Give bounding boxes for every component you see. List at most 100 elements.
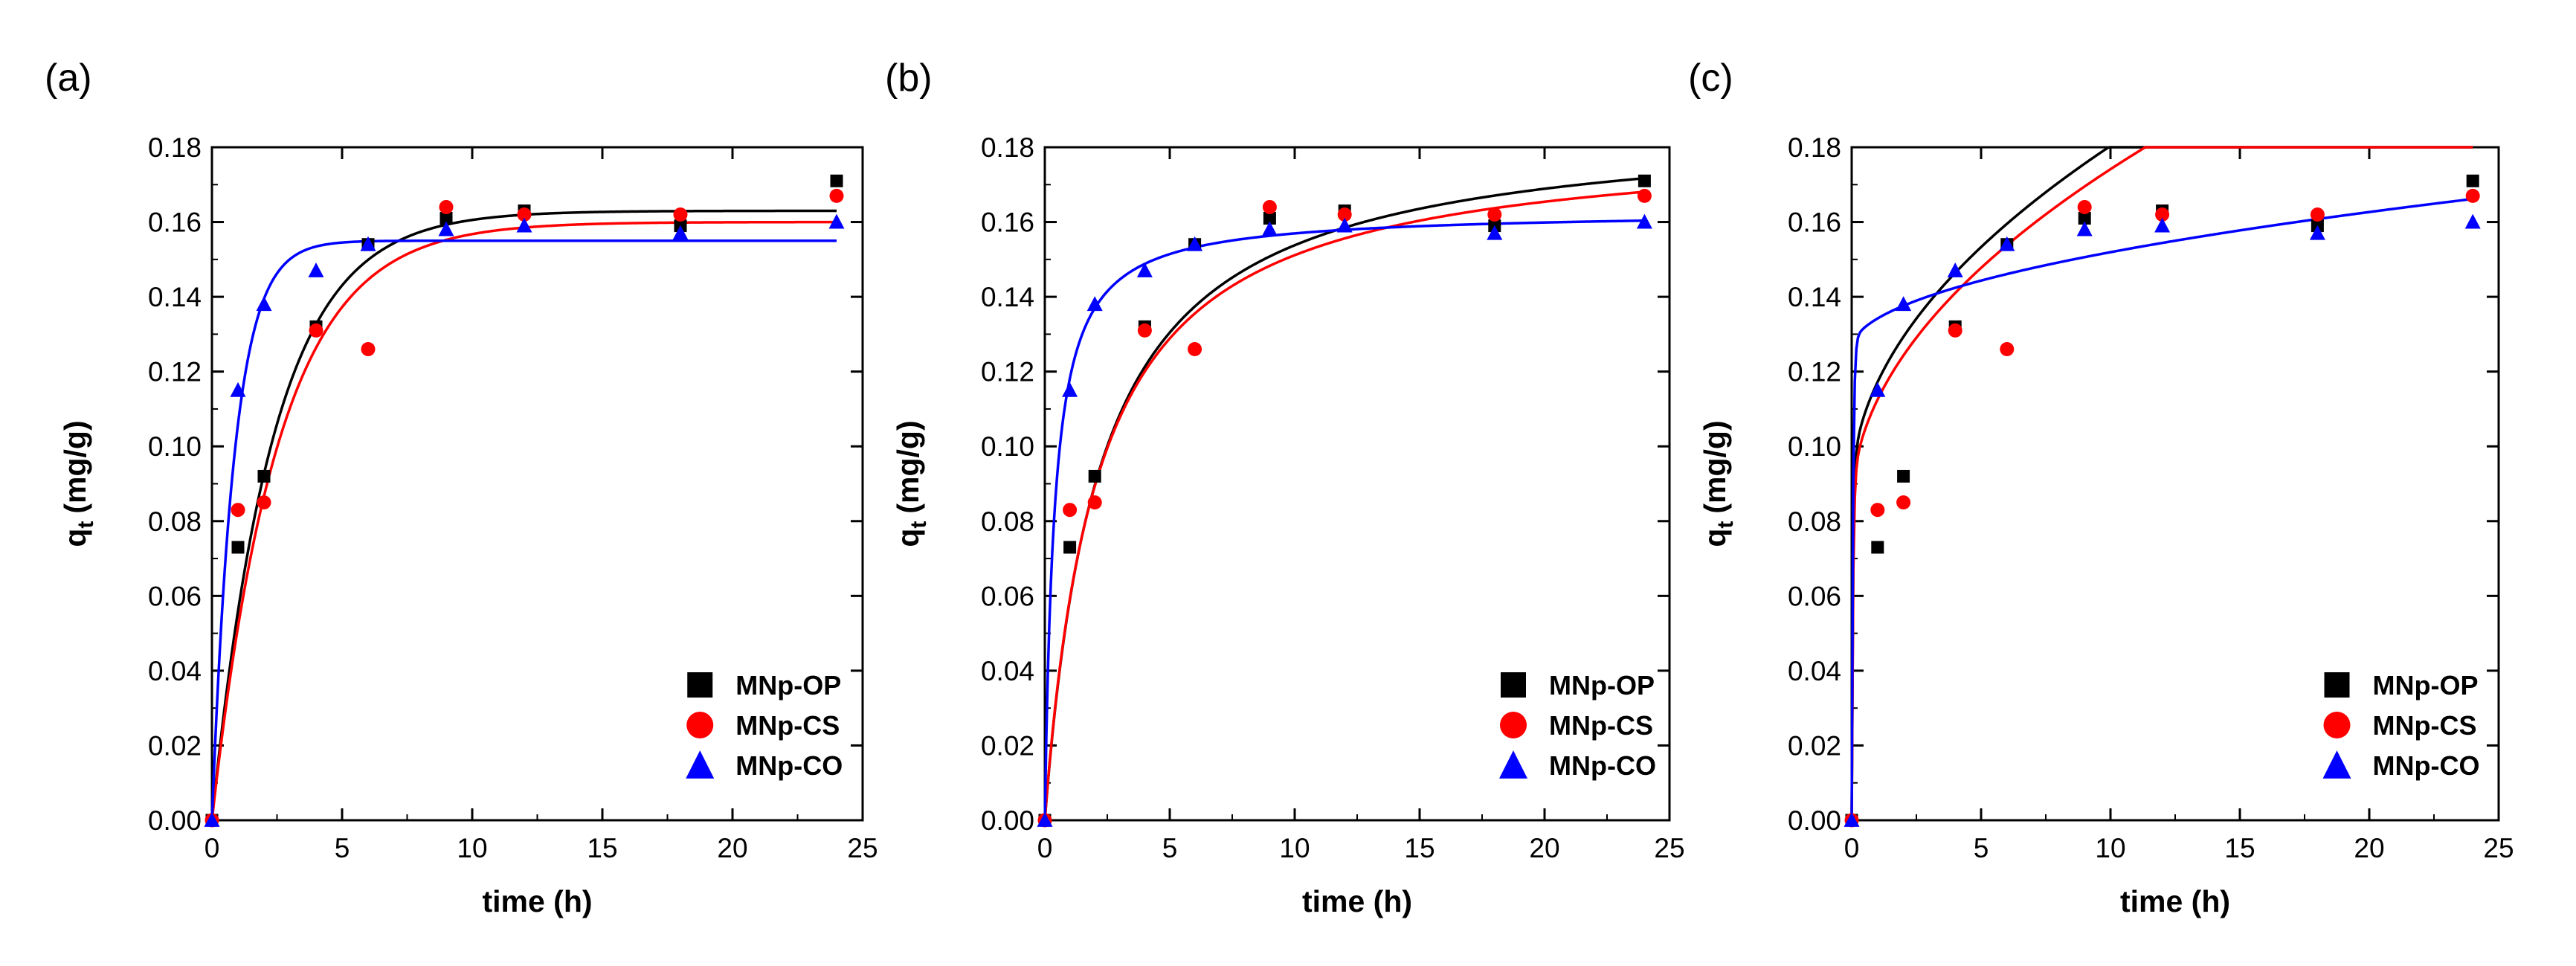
- legend-marker-mnp-co: [1499, 750, 1527, 779]
- data-point-mnp-co: [516, 217, 532, 233]
- data-point-mnp-co: [1896, 296, 1912, 312]
- fit-curve-mnp-co: [210, 239, 837, 821]
- y-axis-title: qt (mg/g): [891, 420, 931, 547]
- y-axis-title: qt (mg/g): [58, 420, 98, 547]
- x-tick-label: 10: [1279, 833, 1310, 863]
- data-point-mnp-co: [1062, 381, 1078, 397]
- data-point-mnp-op: [439, 212, 453, 225]
- y-tick-label: 0.08: [148, 506, 202, 537]
- legend-marker-mnp-co: [2322, 750, 2351, 779]
- fit-curve-mnp-cs: [1850, 146, 2473, 821]
- y-axis-title-subscript: t: [907, 521, 931, 529]
- x-tick-label: 5: [335, 833, 350, 863]
- x-tick-label: 15: [587, 833, 617, 863]
- y-axis-title-unit: (mg/g): [58, 420, 92, 513]
- data-point-mnp-cs: [1087, 495, 1102, 510]
- data-point-mnp-co: [2309, 225, 2325, 240]
- data-point-mnp-co: [1086, 296, 1103, 312]
- y-tick-label: 0.02: [981, 730, 1034, 761]
- legend-marker-mnp-op: [687, 672, 713, 698]
- data-point-mnp-cs: [309, 323, 323, 338]
- data-point-mnp-cs: [231, 503, 245, 518]
- data-point-mnp-co: [230, 381, 246, 397]
- x-tick-label: 5: [1974, 833, 1989, 863]
- data-point-mnp-op: [2078, 212, 2091, 225]
- y-tick-label: 0.06: [148, 581, 202, 611]
- data-point-mnp-co: [672, 225, 689, 240]
- fit-curve-mnp-co: [1850, 197, 2473, 821]
- x-axis-title: time (h): [482, 884, 592, 918]
- x-tick-label: 0: [1037, 833, 1053, 863]
- data-point-mnp-cs: [361, 342, 376, 356]
- data-point-mnp-co: [1636, 213, 1652, 229]
- data-point-mnp-co: [1136, 262, 1153, 277]
- legend-label-mnp-cs: MNp-CS: [2373, 710, 2477, 741]
- y-tick-label: 0.18: [148, 132, 202, 163]
- legend-label-mnp-op: MNp-OP: [1549, 670, 1655, 701]
- data-point-mnp-cs: [1487, 207, 1502, 222]
- data-point-mnp-cs: [1948, 323, 1962, 338]
- data-point-mnp-op: [1263, 212, 1276, 225]
- data-point-mnp-op: [1063, 541, 1077, 554]
- legend-label-mnp-cs: MNp-CS: [735, 710, 840, 741]
- data-point-mnp-cs: [1188, 342, 1202, 356]
- data-point-mnp-co: [1999, 236, 2015, 251]
- y-tick-label: 0.18: [1788, 132, 1841, 163]
- y-axis-title-main: q: [58, 529, 92, 547]
- y-tick-label: 0.00: [981, 805, 1034, 836]
- legend-label-mnp-op: MNp-OP: [735, 670, 841, 701]
- y-tick-label: 0.16: [148, 207, 202, 238]
- data-point-mnp-cs: [2310, 207, 2325, 222]
- data-point-mnp-co: [1947, 262, 1963, 277]
- legend-label-mnp-op: MNp-OP: [2373, 670, 2479, 701]
- x-tick-label: 20: [1529, 833, 1559, 863]
- y-tick-label: 0.00: [1788, 805, 1841, 836]
- data-point-mnp-cs: [1637, 188, 1652, 203]
- legend-label-mnp-co: MNp-CO: [735, 750, 843, 781]
- x-tick-label: 25: [1654, 833, 1684, 863]
- data-point-mnp-cs: [257, 495, 271, 510]
- data-point-mnp-co: [204, 812, 220, 827]
- data-point-mnp-co: [1870, 381, 1886, 397]
- x-tick-label: 10: [2095, 833, 2125, 863]
- x-tick-label: 0: [1844, 833, 1860, 863]
- y-axis-title-subscript: t: [1713, 521, 1738, 529]
- chart-panel-b: (b) 0 5 10 15 20 25 0.00 0.02 0.04 0.06 0.08 0.10 0.1…: [885, 57, 1685, 918]
- panel-label: (b): [885, 57, 933, 100]
- data-point-mnp-cs: [829, 188, 844, 203]
- data-point-mnp-co: [828, 213, 845, 229]
- y-axis-title-subscript: t: [74, 521, 98, 529]
- x-tick-label: 25: [847, 833, 878, 863]
- y-tick-label: 0.18: [981, 132, 1034, 163]
- x-tick-label: 25: [2483, 833, 2514, 863]
- y-tick-label: 0.08: [1788, 506, 1841, 537]
- y-tick-label: 0.16: [981, 207, 1034, 238]
- data-point-mnp-op: [257, 469, 271, 483]
- data-point-mnp-co: [2154, 217, 2171, 233]
- data-point-mnp-co: [2464, 213, 2481, 229]
- y-tick-label: 0.04: [981, 656, 1034, 686]
- y-tick-label: 0.10: [1788, 431, 1841, 462]
- y-tick-label: 0.12: [1788, 357, 1841, 387]
- y-tick-label: 0.04: [148, 656, 202, 686]
- data-point-mnp-co: [1037, 812, 1053, 827]
- legend-label-mnp-co: MNp-CO: [2373, 750, 2480, 781]
- data-point-mnp-co: [360, 236, 376, 251]
- data-point-mnp-op: [231, 541, 245, 554]
- x-tick-label: 0: [205, 833, 220, 863]
- y-tick-label: 0.10: [148, 431, 202, 462]
- data-point-mnp-co: [1261, 221, 1278, 236]
- data-point-mnp-co: [2076, 221, 2093, 236]
- data-point-mnp-cs: [2000, 342, 2015, 356]
- x-tick-label: 15: [2224, 833, 2255, 863]
- y-tick-label: 0.14: [981, 282, 1034, 312]
- data-point-mnp-co: [1844, 812, 1860, 827]
- data-point-mnp-co: [308, 262, 324, 277]
- data-point-mnp-cs: [2155, 207, 2170, 222]
- chart-panel-c: (c) 0 5 10 15 20 25 0.00 0.02 0.04 0.06 0.08 0.10 0.1…: [1688, 57, 2514, 918]
- legend-marker-mnp-op: [1501, 672, 1526, 698]
- data-point-mnp-cs: [1063, 503, 1078, 518]
- y-tick-label: 0.06: [1788, 581, 1841, 611]
- panel-label: (c): [1688, 57, 1733, 100]
